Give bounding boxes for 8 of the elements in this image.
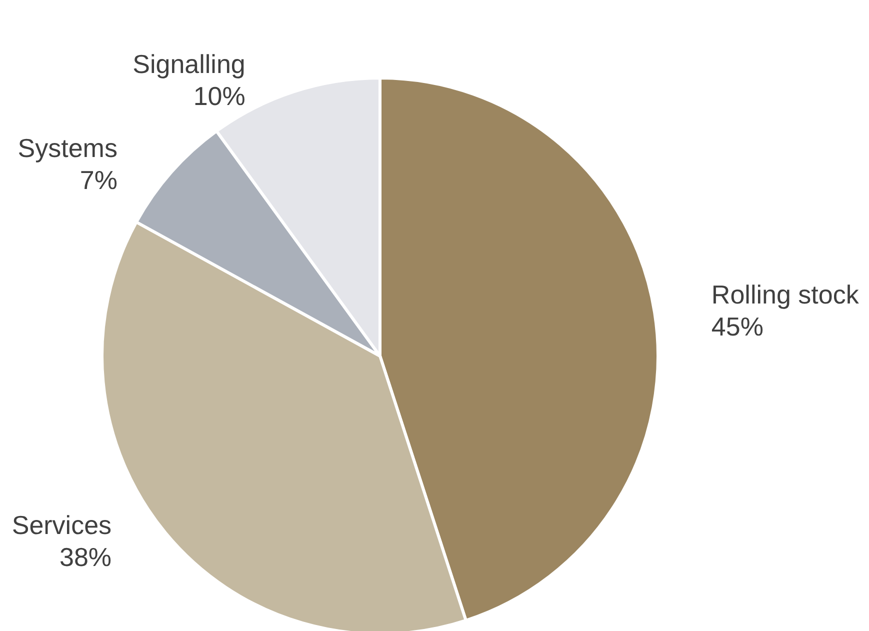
data-label: 10% (193, 81, 246, 112)
slice-label: Systems (18, 133, 118, 164)
data-label: 7% (80, 165, 118, 196)
data-label: 45% (711, 312, 764, 342)
slice-label: Rolling stock (711, 280, 860, 310)
slice-label: Services (12, 510, 112, 540)
slice-label: Signalling (132, 49, 246, 80)
data-label: 38% (60, 542, 112, 572)
